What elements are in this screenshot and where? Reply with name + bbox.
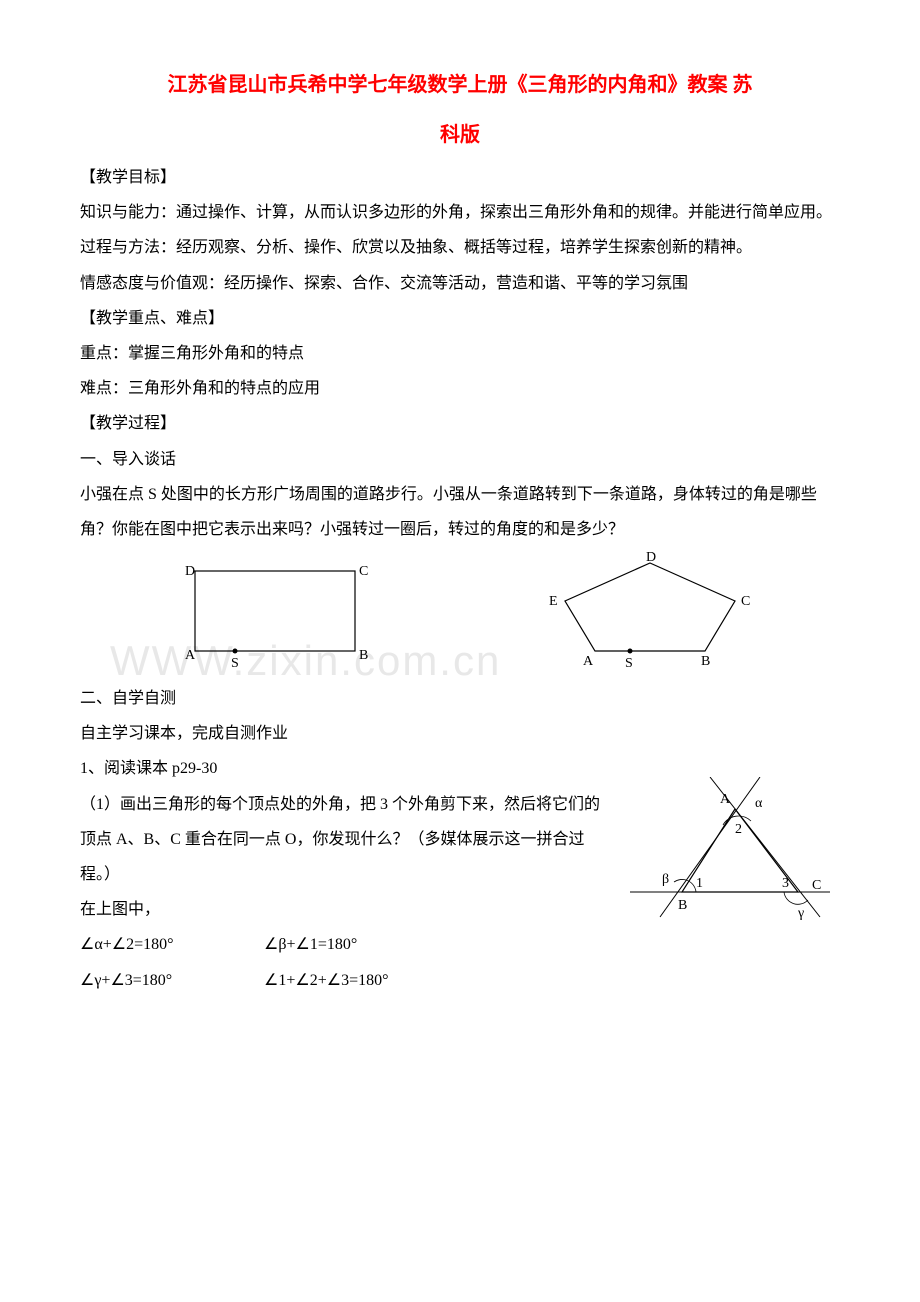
section-focus-head: 【教学重点、难点】 — [80, 301, 840, 336]
section-goal-head: 【教学目标】 — [80, 160, 840, 195]
rect-label-a: A — [185, 648, 196, 663]
tri-label-1: 1 — [696, 876, 703, 891]
penta-label-s: S — [625, 656, 633, 671]
focus-point: 重点：掌握三角形外角和的特点 — [80, 336, 840, 371]
self-test-head: 二、自学自测 — [80, 681, 840, 716]
section-process-head: 【教学过程】 — [80, 406, 840, 441]
goal-process: 过程与方法：经历观察、分析、操作、欣赏以及抽象、概括等过程，培养学生探索创新的精… — [80, 230, 840, 265]
goal-emotion: 情感态度与价值观：经历操作、探索、合作、交流等活动，营造和谐、平等的学习氛围 — [80, 266, 840, 301]
rect-label-b: B — [359, 648, 368, 663]
tri-label-3: 3 — [782, 876, 789, 891]
equation-1b: ∠β+∠1=180° — [264, 927, 444, 962]
tri-label-a: A — [720, 792, 731, 807]
intro-head: 一、导入谈话 — [80, 442, 840, 477]
doc-title-line2: 科版 — [80, 110, 840, 160]
equation-2a: ∠γ+∠3=180° — [80, 963, 260, 998]
tri-label-b: B — [678, 898, 687, 913]
tri-label-beta: β — [662, 872, 669, 887]
penta-label-b: B — [701, 654, 710, 669]
tri-label-c: C — [812, 878, 821, 893]
goal-knowledge: 知识与能力：通过操作、计算，从而认识多边形的外角，探索出三角形外角和的规律。并能… — [80, 195, 840, 230]
penta-label-c: C — [741, 594, 750, 609]
equation-1a: ∠α+∠2=180° — [80, 927, 260, 962]
doc-title-line1: 江苏省昆山市兵希中学七年级数学上册《三角形的内角和》教案 苏 — [80, 60, 840, 110]
self-test-body: 自主学习课本，完成自测作业 — [80, 716, 840, 751]
penta-label-a: A — [583, 654, 594, 669]
tri-label-alpha: α — [755, 796, 763, 811]
tri-label-gamma: γ — [797, 906, 804, 921]
penta-label-e: E — [549, 594, 558, 609]
intro-body: 小强在点 S 处图中的长方形广场周围的道路步行。小强从一条道路转到下一条道路，身… — [80, 477, 840, 547]
difficult-point: 难点：三角形外角和的特点的应用 — [80, 371, 840, 406]
triangle-ext-angle-diagram: A α 2 β 1 B 3 C γ — [620, 777, 840, 927]
equation-2b: ∠1+∠2+∠3=180° — [264, 963, 444, 998]
tri-label-2: 2 — [735, 822, 742, 837]
rectangle-diagram: D C A B S — [155, 551, 385, 671]
pentagon-diagram: D C E A B S — [535, 551, 765, 671]
rect-label-d: D — [185, 564, 195, 579]
penta-label-d: D — [646, 551, 656, 565]
rect-label-c: C — [359, 564, 368, 579]
rect-label-s: S — [231, 656, 239, 671]
